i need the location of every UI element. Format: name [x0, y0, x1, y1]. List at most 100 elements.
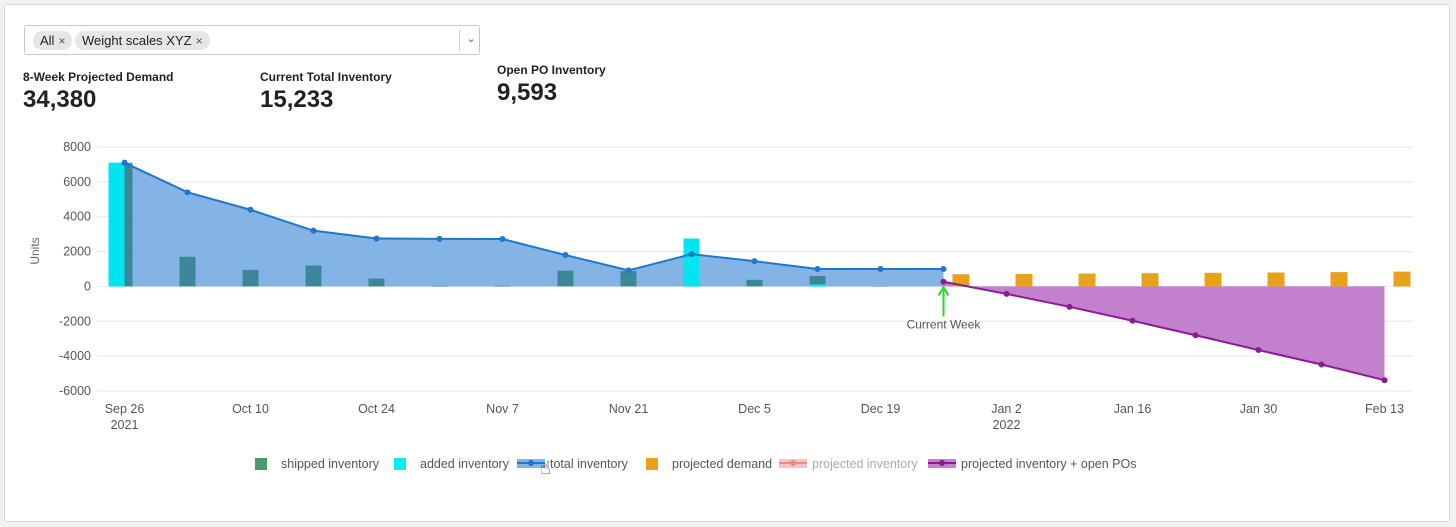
kpi-open-po: Open PO Inventory 9,593	[497, 63, 606, 107]
total-inventory-point	[499, 236, 506, 243]
projected-inventory-point	[1066, 303, 1073, 310]
legend-label: shipped inventory	[281, 457, 379, 471]
legend-swatch	[394, 458, 406, 470]
filter-chip-all: All ×	[33, 31, 73, 50]
projected-inventory-point	[1003, 290, 1010, 297]
x-tick-year: 2022	[993, 418, 1021, 432]
kpi-value: 15,233	[260, 86, 334, 113]
legend-label: projected inventory + open POs	[961, 457, 1137, 471]
x-tick-label: Oct 24	[358, 402, 395, 416]
total-inventory-point	[310, 227, 317, 234]
x-tick-year: 2021	[111, 418, 139, 432]
kpi-label: Open PO Inventory	[497, 63, 606, 77]
projected-inventory-point	[1318, 361, 1325, 368]
total-inventory-point	[184, 189, 191, 196]
total-inventory-point	[373, 235, 380, 242]
legend-label: total inventory	[550, 457, 628, 471]
inventory-chart: 8000 6000 4000 2000 0 -2000 -4000 -6000 Units Sep…	[28, 140, 1413, 432]
kpi-value: 34,380	[23, 86, 97, 113]
projected-inventory-point	[1255, 347, 1262, 354]
shipped-bar	[179, 256, 196, 287]
x-tick-label: Oct 10	[232, 402, 269, 416]
x-tick-label: Nov 7	[486, 402, 519, 416]
kpi-current-inventory: Current Total Inventory 15,233	[260, 70, 392, 114]
total-inventory-point	[247, 206, 254, 213]
projected-inventory-area	[943, 281, 1385, 381]
x-tick-label: Dec 19	[861, 402, 901, 416]
projected-demand-bar	[1393, 271, 1411, 287]
projected-demand-bar	[1015, 273, 1033, 287]
legend-label: projected demand	[672, 457, 773, 471]
kpi-value: 9,593	[497, 79, 558, 106]
current-week-label: Current Week	[907, 317, 982, 331]
x-tick-label: Nov 21	[609, 402, 649, 416]
x-tick-label: Feb 13	[1365, 402, 1404, 416]
x-tick-label: Jan 2	[991, 402, 1022, 416]
chevron-down-icon[interactable]: ⌄	[466, 33, 476, 45]
total-inventory-point	[121, 159, 128, 166]
added-bar	[108, 162, 125, 287]
total-inventory-point	[877, 266, 884, 272]
kpi-projected-demand: 8-Week Projected Demand 34,380	[23, 70, 174, 114]
y-tick-label: 8000	[63, 140, 91, 154]
y-tick-label: -4000	[59, 349, 91, 363]
shipped-bar	[557, 270, 574, 287]
current-week-arrowhead	[937, 285, 950, 296]
y-tick-label: 0	[84, 279, 91, 293]
projected-demand-bar	[1330, 272, 1348, 287]
kpi-label: 8-Week Projected Demand	[23, 70, 174, 84]
projected-demand-bar	[1204, 272, 1222, 287]
shipped-bar	[494, 285, 511, 287]
total-inventory-point	[751, 258, 758, 265]
shipped-bar	[431, 285, 448, 287]
hand-cursor-icon: ☝	[540, 458, 551, 478]
shipped-bar	[809, 275, 826, 287]
total-inventory-point	[814, 266, 821, 272]
shipped-bar	[242, 269, 259, 287]
total-inventory-point	[688, 251, 695, 258]
shipped-bar	[620, 271, 637, 287]
remove-chip-icon[interactable]: ×	[195, 34, 203, 48]
projected-demand-bar	[1078, 273, 1096, 287]
filter-chip-label: Weight scales XYZ	[82, 33, 192, 48]
dashboard-card: All × Weight scales XYZ × ⌄ 8-Week Project…	[4, 4, 1450, 522]
kpi-label: Current Total Inventory	[260, 70, 392, 84]
total-inventory-point	[562, 252, 569, 259]
added-bar	[809, 284, 826, 287]
filter-chip-label: All	[40, 33, 55, 48]
projected-demand-bar	[1267, 272, 1285, 287]
total-inventory-line	[124, 161, 944, 272]
added-bar	[683, 238, 700, 287]
projected-inventory-point	[940, 278, 947, 285]
legend-swatch	[646, 458, 658, 470]
y-tick-label: -2000	[59, 314, 91, 328]
legend-label: added inventory	[420, 457, 509, 471]
projected-demand-bar	[1141, 273, 1159, 287]
total-inventory-area	[124, 162, 944, 287]
legend-swatch-dot	[790, 460, 796, 466]
x-tick-label: Jan 16	[1114, 402, 1152, 416]
legend-label: projected inventory	[812, 457, 918, 471]
dropdown-separator	[459, 30, 460, 51]
y-tick-label: 4000	[63, 210, 91, 224]
x-tick-label: Jan 30	[1240, 402, 1278, 416]
legend-swatch-dot	[528, 460, 534, 466]
remove-chip-icon[interactable]: ×	[58, 34, 66, 48]
projected-inventory-point	[1381, 377, 1388, 384]
total-inventory-point	[940, 266, 947, 272]
shipped-bar	[746, 279, 763, 287]
filter-chip-weight-scales: Weight scales XYZ ×	[75, 31, 210, 50]
shipped-bar	[368, 278, 385, 287]
y-tick-label: -6000	[59, 384, 91, 398]
legend-swatch-dot	[939, 460, 945, 466]
shipped-bar	[305, 265, 322, 287]
total-inventory-point	[436, 235, 443, 242]
y-tick-label: 6000	[63, 175, 91, 189]
y-axis-label: Units	[28, 237, 42, 264]
projected-inventory-point	[1192, 332, 1199, 339]
y-tick-label: 2000	[63, 245, 91, 259]
projected-inventory-point	[1129, 317, 1136, 324]
total-inventory-point	[625, 267, 632, 274]
product-filter-select[interactable]: All × Weight scales XYZ × ⌄	[24, 25, 480, 55]
x-tick-label: Sep 26	[105, 402, 145, 416]
